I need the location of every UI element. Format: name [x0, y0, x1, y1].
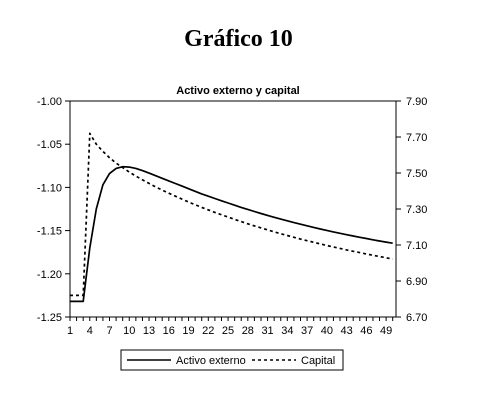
series-line-capital: [70, 132, 393, 297]
legend-box: [120, 349, 344, 371]
x-tick-label: 43: [340, 325, 352, 337]
series-line-activo-externo: [70, 165, 393, 303]
right-tick-label: 6.90: [406, 276, 427, 288]
x-tick-label: 49: [380, 325, 392, 337]
x-tick-label: 10: [123, 325, 135, 337]
left-tick-label: -1.10: [37, 182, 62, 194]
x-tick-label: 31: [261, 325, 273, 337]
right-y-axis: 7.90 7.70 7.50 7.30 7.10 6.90 6.70: [396, 96, 427, 324]
right-tick-label: 7.70: [406, 132, 427, 144]
x-tick-label: 34: [281, 325, 293, 337]
legend-label-capital: Capital: [301, 355, 335, 367]
right-tick-label: 7.50: [406, 168, 427, 180]
left-tick-label: -1.20: [37, 269, 62, 281]
x-tick-label: 25: [222, 325, 234, 337]
x-tick-label: 7: [106, 325, 112, 337]
x-tick-label: 46: [360, 325, 372, 337]
left-tick-label: -1.05: [37, 139, 62, 151]
x-tick-label: 1: [67, 325, 73, 337]
left-tick-label: -1.15: [37, 226, 62, 238]
x-axis: 1 4 7 10 13 16 19 22 25 28 31 34 37 40 43 46 49: [67, 317, 394, 337]
legend-label-activo-externo: Activo externo: [176, 355, 246, 367]
x-tick-label: 40: [321, 325, 333, 337]
right-tick-label: 7.10: [406, 240, 427, 252]
left-tick-label: -1.00: [37, 96, 62, 108]
plot-frame: [69, 100, 397, 318]
right-tick-label: 6.70: [406, 312, 427, 324]
x-tick-label: 22: [202, 325, 214, 337]
left-tick-label: -1.25: [37, 312, 62, 324]
x-tick-label: 37: [301, 325, 313, 337]
x-tick-label: 13: [143, 325, 155, 337]
right-tick-label: 7.90: [406, 96, 427, 108]
x-tick-label: 19: [182, 325, 194, 337]
left-y-axis: -1.00 -1.05 -1.10 -1.15 -1.20 -1.25: [37, 96, 70, 324]
legend: Activo externo Capital: [120, 349, 344, 371]
x-tick-label: 16: [163, 325, 175, 337]
chart-title: Activo externo y capital: [176, 85, 300, 97]
figure-title: Gráfico 10: [184, 26, 293, 52]
x-tick-label: 4: [87, 325, 93, 337]
x-tick-label: 28: [242, 325, 254, 337]
right-tick-label: 7.30: [406, 204, 427, 216]
series-layer: [70, 132, 393, 303]
